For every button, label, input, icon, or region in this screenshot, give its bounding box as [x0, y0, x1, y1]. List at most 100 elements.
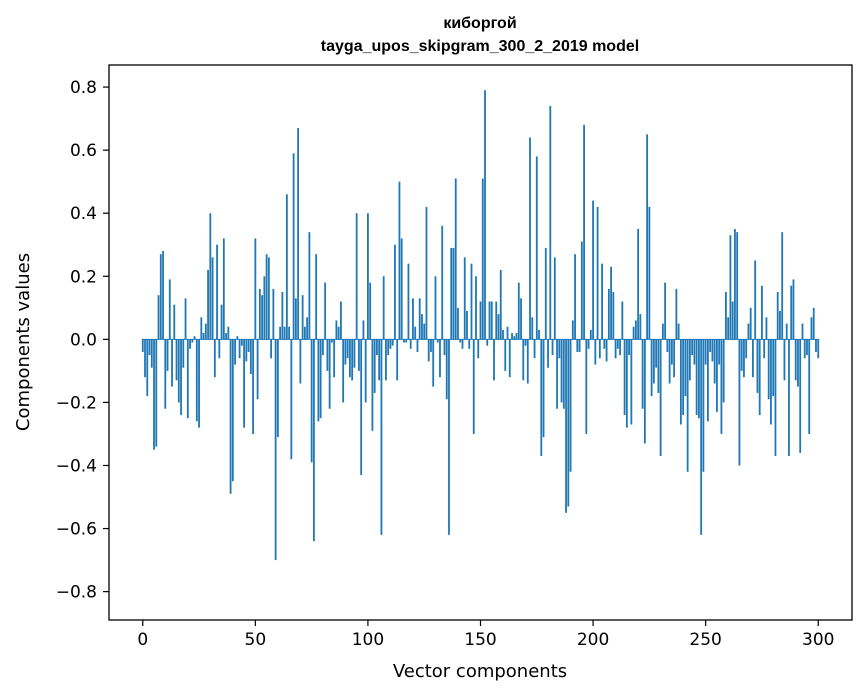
- bar-54: [263, 276, 266, 340]
- bar-256: [718, 339, 721, 365]
- bar-261: [729, 235, 732, 340]
- bar-169: [522, 339, 525, 381]
- bar-215: [625, 339, 628, 428]
- bar-199: [589, 329, 592, 340]
- bar-58: [272, 288, 275, 340]
- bar-6: [155, 339, 158, 447]
- bar-258: [722, 339, 725, 403]
- bar-257: [720, 339, 723, 434]
- bar-123: [418, 298, 421, 340]
- bar-33: [216, 244, 218, 340]
- bar-174: [533, 339, 536, 359]
- bar-113: [396, 339, 399, 381]
- bar-111: [391, 339, 394, 346]
- bar-21: [189, 339, 191, 349]
- bar-87: [337, 326, 340, 340]
- bar-266: [740, 339, 743, 371]
- bar-284: [781, 232, 784, 340]
- bar-35: [220, 304, 223, 340]
- bar-162: [506, 326, 509, 340]
- bar-112: [394, 244, 396, 340]
- bar-114: [398, 181, 401, 340]
- bar-104: [376, 339, 378, 356]
- bar-5: [153, 339, 155, 450]
- bars-group: [141, 90, 820, 561]
- bar-152: [484, 90, 486, 340]
- bar-164: [511, 333, 513, 340]
- bar-155: [490, 301, 493, 340]
- y-tick-label: 0.2: [70, 267, 97, 287]
- bar-221: [639, 314, 642, 340]
- bar-94: [353, 339, 356, 368]
- bar-8: [159, 254, 162, 340]
- bar-22: [191, 339, 194, 343]
- bar-116: [403, 339, 405, 343]
- bar-299: [815, 339, 817, 352]
- bar-173: [531, 317, 534, 340]
- bar-163: [508, 339, 511, 378]
- bar-268: [745, 339, 748, 359]
- bar-138: [452, 247, 455, 340]
- bar-263: [734, 228, 736, 340]
- bar-49: [252, 339, 254, 434]
- bar-89: [342, 339, 345, 403]
- bar-31: [211, 257, 214, 340]
- bar-154: [488, 301, 491, 340]
- y-axis-label: Components values: [13, 253, 34, 431]
- bar-289: [792, 279, 795, 340]
- bar-259: [725, 292, 727, 340]
- bar-146: [470, 263, 473, 340]
- bar-270: [749, 307, 752, 340]
- bar-220: [637, 228, 640, 340]
- bar-40: [231, 339, 234, 482]
- bar-127: [427, 339, 430, 362]
- bar-50: [254, 238, 257, 340]
- bar-57: [270, 339, 273, 359]
- bar-85: [333, 339, 336, 378]
- bar-300: [817, 339, 820, 359]
- bar-240: [682, 339, 685, 416]
- bar-213: [621, 301, 624, 340]
- bar-90: [344, 339, 347, 365]
- bar-100: [367, 213, 369, 340]
- bar-72: [303, 326, 306, 340]
- bar-150: [479, 301, 482, 340]
- bar-166: [515, 333, 518, 340]
- bar-56: [267, 257, 270, 340]
- bar-46: [245, 339, 248, 362]
- bar-278: [767, 339, 770, 400]
- bar-64: [285, 194, 288, 340]
- bar-74: [308, 232, 311, 340]
- bar-39: [229, 339, 232, 494]
- bar-16: [177, 339, 180, 403]
- bar-227: [652, 339, 655, 384]
- bar-145: [468, 339, 471, 349]
- bar-68: [294, 298, 297, 340]
- bar-267: [743, 339, 745, 378]
- bar-109: [387, 339, 390, 356]
- bar-28: [204, 323, 207, 340]
- chart-title: киборгой: [443, 15, 516, 32]
- bar-217: [630, 339, 633, 425]
- bar-71: [301, 295, 304, 340]
- bar-52: [258, 288, 261, 340]
- bar-131: [436, 339, 439, 343]
- bar-242: [686, 339, 689, 472]
- bar-82: [326, 339, 329, 371]
- bar-106: [380, 339, 383, 535]
- x-axis-label: Vector components: [393, 661, 567, 682]
- x-tick-label: 300: [802, 630, 834, 650]
- bar-206: [605, 339, 608, 362]
- bar-80: [321, 339, 324, 356]
- bar-279: [770, 339, 772, 425]
- bar-45: [243, 339, 245, 428]
- bar-210: [614, 339, 617, 359]
- bar-144: [466, 310, 468, 340]
- y-tick-label: −0.6: [56, 520, 97, 540]
- bar-216: [628, 339, 630, 356]
- bar-53: [261, 295, 263, 340]
- bar-248: [700, 339, 703, 535]
- bar-7: [157, 295, 160, 340]
- bar-271: [752, 339, 754, 378]
